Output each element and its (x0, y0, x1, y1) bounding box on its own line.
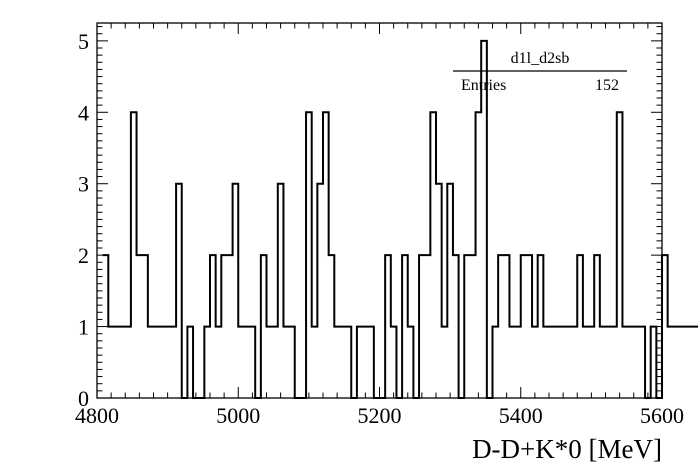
tick-labels: 4800 5000 5200 5400 5600 0 1 2 3 4 5 (75, 29, 684, 428)
histogram-line (102, 39, 698, 399)
x-axis-title: D-D+K*0 [MeV] (472, 434, 662, 464)
x-tick-label: 5400 (499, 403, 543, 428)
x-tick-label: 5000 (216, 403, 260, 428)
axis-ticks (96, 23, 663, 399)
y-tick-label: 5 (78, 29, 89, 54)
x-tick-label: 5200 (358, 403, 402, 428)
y-tick-label: 1 (78, 315, 89, 340)
y-tick-label: 0 (78, 386, 89, 411)
stats-entries-label: Entries (461, 77, 506, 94)
y-tick-label: 3 (78, 172, 89, 197)
y-tick-label: 4 (78, 100, 89, 125)
stats-box: d1l_d2sb Entries 152 (453, 50, 627, 94)
x-tick-label: 5600 (640, 403, 684, 428)
stats-entries-value: 152 (595, 77, 619, 94)
stats-box-name: d1l_d2sb (511, 50, 570, 67)
y-tick-label: 2 (78, 243, 89, 268)
x-tick-label: 4800 (75, 403, 119, 428)
